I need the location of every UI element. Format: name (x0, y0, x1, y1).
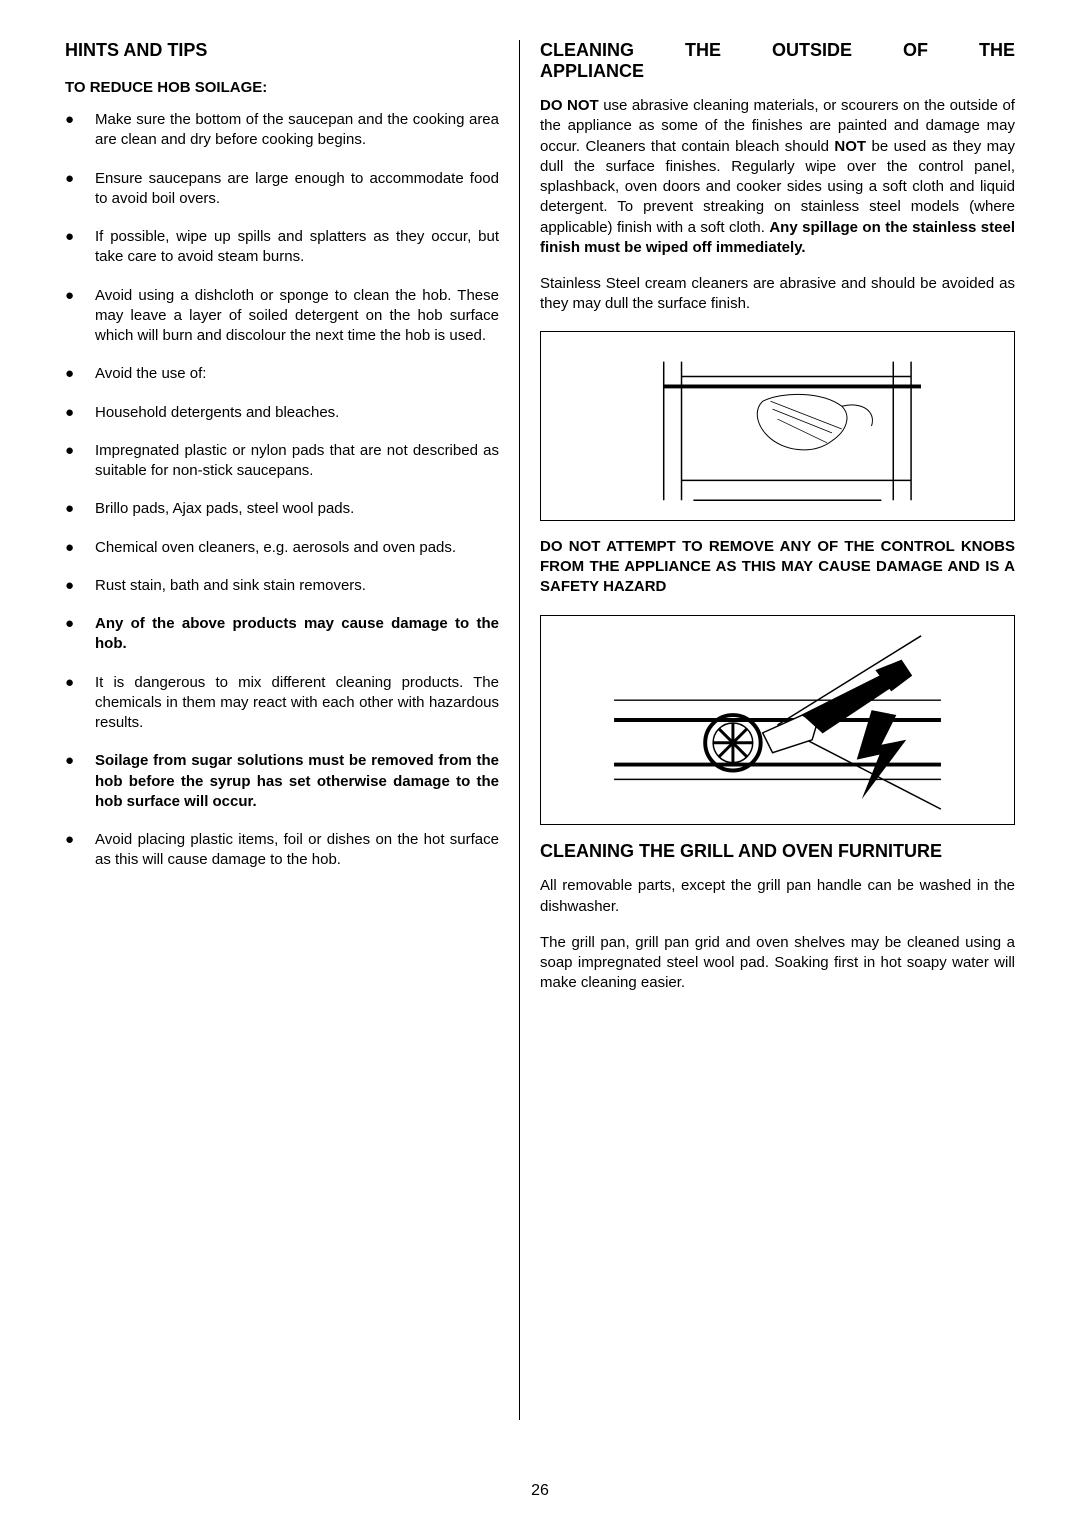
list-item: Avoid the use of: (65, 364, 499, 384)
knob-warning-figure (540, 615, 1015, 825)
list-item: Household detergents and bleaches. (65, 403, 499, 423)
not-label: NOT (834, 138, 866, 155)
hob-wipe-illustration (541, 332, 1014, 520)
bullet-list: Make sure the bottom of the saucepan and… (65, 110, 499, 871)
left-column: HINTS AND TIPS TO REDUCE HOB SOILAGE: Ma… (65, 40, 520, 1420)
reduce-soilage-subheading: TO REDUCE HOB SOILAGE: (65, 79, 499, 96)
grill-para1: All removable parts, except the grill pa… (540, 876, 1015, 917)
knob-illustration (541, 616, 1014, 824)
list-item: Rust stain, bath and sink stain removers… (65, 576, 499, 596)
list-item: Avoid using a dishcloth or sponge to cle… (65, 286, 499, 347)
do-not-label: DO NOT (540, 97, 599, 114)
heading-line1: CLEANING THE OUTSIDE OF THE (540, 40, 1015, 61)
list-item: Brillo pads, Ajax pads, steel wool pads. (65, 499, 499, 519)
list-item: Impregnated plastic or nylon pads that a… (65, 441, 499, 482)
knob-warning: DO NOT ATTEMPT TO REMOVE ANY OF THE CONT… (540, 537, 1015, 598)
page-number: 26 (0, 1482, 1080, 1500)
list-item-bold: Any of the above products may cause dama… (65, 614, 499, 655)
grill-para2: The grill pan, grill pan grid and oven s… (540, 933, 1015, 994)
outside-para1: DO NOT use abrasive cleaning materials, … (540, 96, 1015, 258)
outside-para2: Stainless Steel cream cleaners are abras… (540, 274, 1015, 315)
list-item: Avoid placing plastic items, foil or dis… (65, 830, 499, 871)
list-item-bold: Soilage from sugar solutions must be rem… (65, 751, 499, 812)
heading-line2: APPLIANCE (540, 61, 1015, 82)
list-item: Make sure the bottom of the saucepan and… (65, 110, 499, 151)
list-item: It is dangerous to mix different cleanin… (65, 673, 499, 734)
list-item: Chemical oven cleaners, e.g. aerosols an… (65, 538, 499, 558)
grill-furniture-heading: CLEANING THE GRILL AND OVEN FURNITURE (540, 841, 1015, 862)
cleaning-outside-heading: CLEANING THE OUTSIDE OF THE APPLIANCE (540, 40, 1015, 82)
hints-tips-heading: HINTS AND TIPS (65, 40, 499, 61)
hob-cleaning-figure (540, 331, 1015, 521)
list-item: If possible, wipe up spills and splatter… (65, 227, 499, 268)
list-item: Ensure saucepans are large enough to acc… (65, 169, 499, 210)
right-column: CLEANING THE OUTSIDE OF THE APPLIANCE DO… (520, 40, 1015, 1420)
